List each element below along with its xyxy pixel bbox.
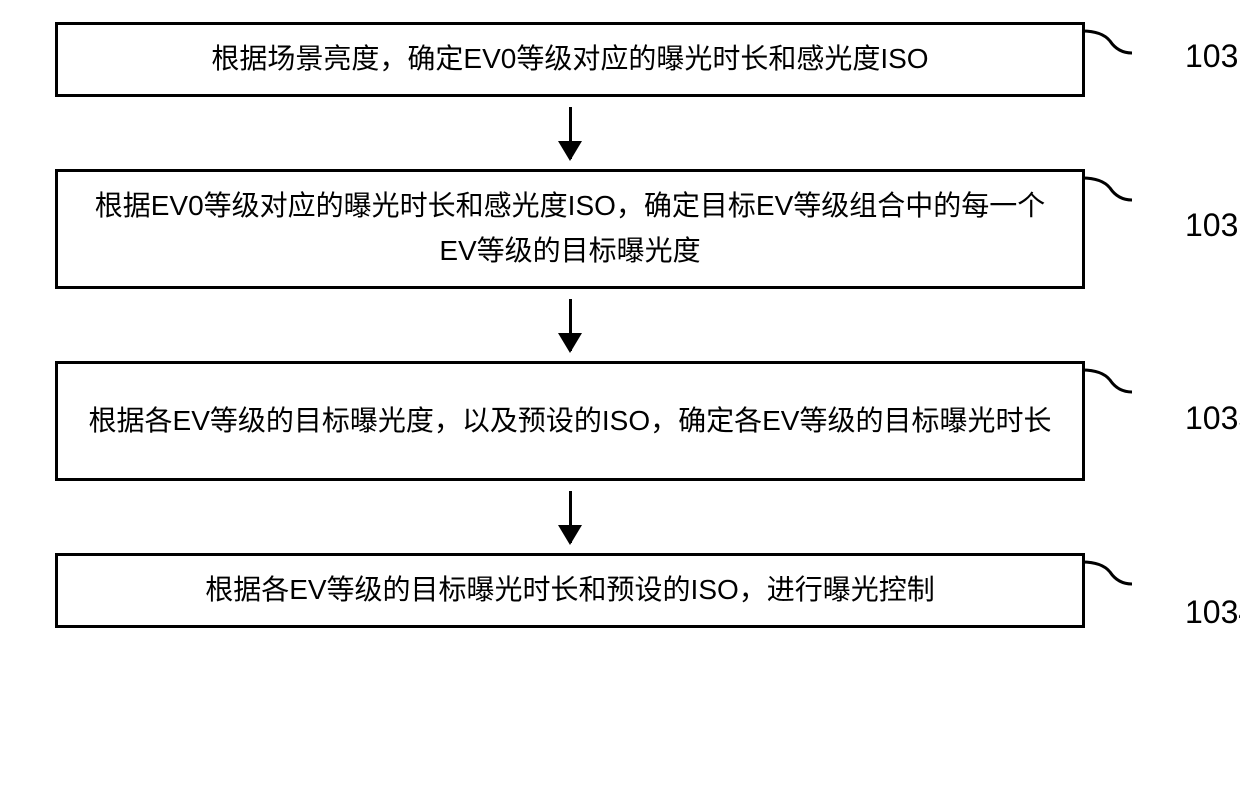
connector-curve-icon (1082, 25, 1132, 65)
arrow-down-icon (569, 107, 572, 159)
step-label-3: 1033 (1185, 400, 1240, 437)
arrow-down-icon (569, 491, 572, 543)
step-text: 根据场景亮度，确定EV0等级对应的曝光时长和感光度ISO (211, 37, 928, 82)
connector-curve-icon (1082, 364, 1132, 404)
connector-curve-icon (1082, 556, 1132, 596)
flowchart-step-4: 根据各EV等级的目标曝光时长和预设的ISO，进行曝光控制 (55, 553, 1085, 628)
step-label-1: 1031 (1185, 38, 1240, 75)
flowchart-step-3: 根据各EV等级的目标曝光度，以及预设的ISO，确定各EV等级的目标曝光时长 (55, 361, 1085, 481)
step-label-4: 1034 (1185, 594, 1240, 631)
flowchart-container: 根据场景亮度，确定EV0等级对应的曝光时长和感光度ISO 1031 根据EV0等… (55, 22, 1185, 628)
arrow-down-icon (569, 299, 572, 351)
step-text: 根据EV0等级对应的曝光时长和感光度ISO，确定目标EV等级组合中的每一个EV等… (88, 184, 1052, 274)
connector-curve-icon (1082, 172, 1132, 212)
step-text: 根据各EV等级的目标曝光时长和预设的ISO，进行曝光控制 (205, 568, 935, 613)
step-text: 根据各EV等级的目标曝光度，以及预设的ISO，确定各EV等级的目标曝光时长 (89, 399, 1052, 444)
flowchart-step-2: 根据EV0等级对应的曝光时长和感光度ISO，确定目标EV等级组合中的每一个EV等… (55, 169, 1085, 289)
arrow-connector (55, 97, 1085, 169)
step-label-2: 1032 (1185, 207, 1240, 244)
flowchart-step-1: 根据场景亮度，确定EV0等级对应的曝光时长和感光度ISO (55, 22, 1085, 97)
arrow-connector (55, 289, 1085, 361)
arrow-connector (55, 481, 1085, 553)
